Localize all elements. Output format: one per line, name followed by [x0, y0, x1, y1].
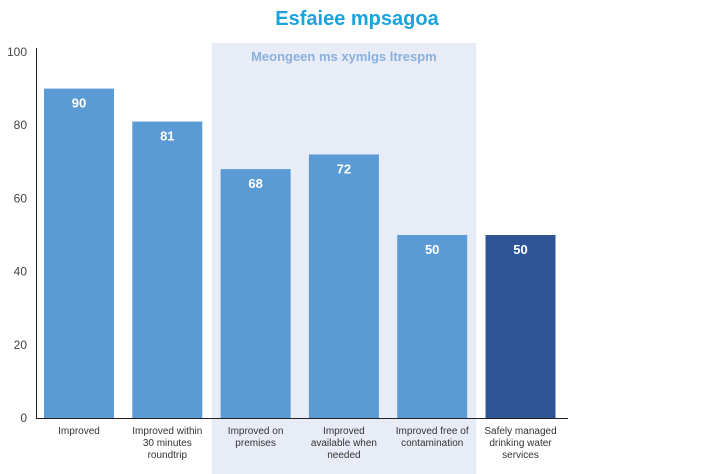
bar [485, 235, 556, 418]
bar-value-label: 72 [337, 161, 351, 176]
bar-value-label: 81 [160, 129, 174, 144]
bar [44, 88, 114, 418]
x-category-label: Safely managed drinking water services [484, 426, 556, 461]
y-tick-label: 60 [14, 191, 28, 205]
x-category-label: Improved [58, 426, 100, 437]
x-category-label: Improved free of contamination [396, 426, 469, 449]
bar [397, 235, 468, 418]
y-tick-label: 0 [20, 411, 27, 425]
y-tick-label: 100 [7, 45, 27, 59]
bar-value-label: 68 [248, 176, 262, 191]
x-category-label: Improved on premises [228, 426, 284, 449]
bar-value-label: 50 [425, 242, 439, 257]
bar [308, 154, 379, 419]
y-tick-label: 20 [14, 338, 28, 352]
y-tick-label: 80 [14, 118, 28, 132]
x-category-label: Improved within 30 minutes roundtrip [132, 426, 202, 461]
chart-title: Esfaiee mpsagoa [275, 8, 439, 30]
bar [132, 121, 203, 418]
bar [220, 169, 291, 418]
y-tick-label: 40 [14, 265, 28, 279]
bar-value-label: 50 [513, 242, 527, 257]
highlight-band-label: Meongeen ms xymlgs ltrespm [251, 49, 437, 64]
bar-value-label: 90 [72, 96, 86, 111]
x-category-label: Improved available when needed [311, 426, 377, 461]
